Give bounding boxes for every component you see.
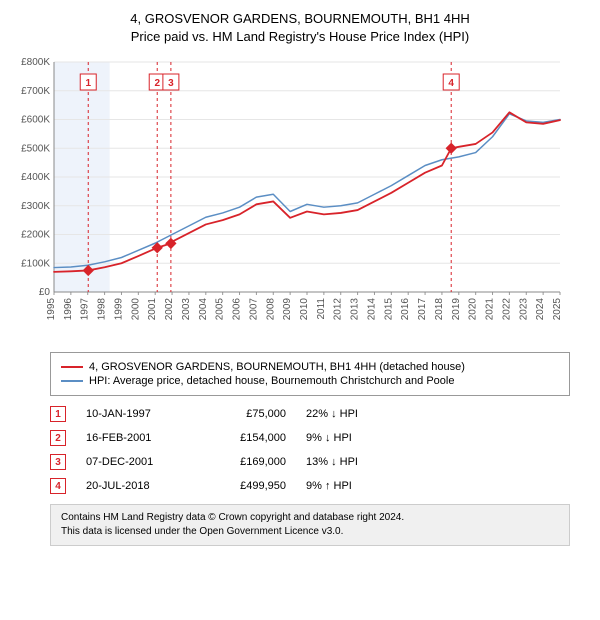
svg-text:2002: 2002 (164, 298, 175, 321)
sales-row: 1 10-JAN-1997 £75,000 22% ↓ HPI (50, 402, 570, 426)
svg-text:£100K: £100K (21, 259, 50, 270)
sales-row: 2 16-FEB-2001 £154,000 9% ↓ HPI (50, 426, 570, 450)
svg-text:£600K: £600K (21, 115, 50, 126)
svg-text:2010: 2010 (299, 298, 310, 321)
sale-price: £499,950 (206, 480, 286, 492)
svg-text:2007: 2007 (248, 298, 259, 321)
svg-text:1999: 1999 (113, 298, 124, 321)
legend: 4, GROSVENOR GARDENS, BOURNEMOUTH, BH1 4… (50, 352, 570, 396)
svg-text:2011: 2011 (316, 298, 327, 320)
svg-text:2001: 2001 (147, 298, 158, 321)
title-line1: 4, GROSVENOR GARDENS, BOURNEMOUTH, BH1 4… (10, 10, 590, 28)
price-chart: £0 £100K £200K £300K £400K £500K £600K £700K £80… (10, 54, 570, 344)
svg-text:4: 4 (448, 78, 454, 89)
svg-text:£800K: £800K (21, 57, 50, 68)
sale-price: £154,000 (206, 432, 286, 444)
svg-text:2023: 2023 (518, 298, 529, 321)
sales-row: 4 20-JUL-2018 £499,950 9% ↑ HPI (50, 474, 570, 498)
sale-diff: 13% ↓ HPI (306, 456, 396, 468)
sale-date: 07-DEC-2001 (86, 456, 186, 468)
svg-text:£300K: £300K (21, 201, 50, 212)
sale-date: 20-JUL-2018 (86, 480, 186, 492)
svg-text:1998: 1998 (97, 298, 108, 321)
legend-row-property: 4, GROSVENOR GARDENS, BOURNEMOUTH, BH1 4… (61, 361, 559, 373)
svg-text:2005: 2005 (215, 298, 226, 321)
sale-marker-box: 4 (50, 478, 66, 494)
svg-text:2021: 2021 (485, 298, 496, 321)
svg-text:2006: 2006 (232, 298, 243, 321)
chart-container: £0 £100K £200K £300K £400K £500K £600K £700K £80… (10, 54, 590, 344)
footer-line1: Contains HM Land Registry data © Crown c… (61, 511, 559, 525)
svg-text:2020: 2020 (468, 298, 479, 321)
sale-diff: 9% ↑ HPI (306, 480, 396, 492)
sale-diff: 22% ↓ HPI (306, 408, 396, 420)
title-line2: Price paid vs. HM Land Registry's House … (10, 28, 590, 46)
svg-text:1: 1 (85, 78, 91, 89)
svg-text:2022: 2022 (501, 298, 512, 321)
sale-marker-box: 2 (50, 430, 66, 446)
sale-date: 16-FEB-2001 (86, 432, 186, 444)
svg-text:2025: 2025 (552, 298, 563, 321)
svg-text:£200K: £200K (21, 230, 50, 241)
legend-label-hpi: HPI: Average price, detached house, Bour… (89, 375, 454, 387)
svg-text:2019: 2019 (451, 298, 462, 321)
footer-attribution: Contains HM Land Registry data © Crown c… (50, 504, 570, 546)
svg-text:2016: 2016 (400, 298, 411, 321)
svg-text:£400K: £400K (21, 172, 50, 183)
svg-text:1995: 1995 (46, 298, 57, 321)
svg-text:£700K: £700K (21, 86, 50, 97)
svg-text:2014: 2014 (366, 298, 377, 321)
svg-text:2013: 2013 (350, 298, 361, 321)
svg-text:2003: 2003 (181, 298, 192, 321)
svg-text:2017: 2017 (417, 298, 428, 321)
footer-line2: This data is licensed under the Open Gov… (61, 525, 559, 539)
sale-marker-box: 3 (50, 454, 66, 470)
svg-text:2009: 2009 (282, 298, 293, 321)
svg-text:2000: 2000 (130, 298, 141, 321)
legend-row-hpi: HPI: Average price, detached house, Bour… (61, 375, 559, 387)
svg-text:1997: 1997 (80, 298, 91, 321)
sale-marker-box: 1 (50, 406, 66, 422)
svg-text:2012: 2012 (333, 298, 344, 321)
legend-swatch-hpi (61, 380, 83, 382)
svg-text:£0: £0 (39, 287, 51, 298)
sales-row: 3 07-DEC-2001 £169,000 13% ↓ HPI (50, 450, 570, 474)
legend-swatch-property (61, 366, 83, 368)
sale-price: £169,000 (206, 456, 286, 468)
svg-text:2008: 2008 (265, 298, 276, 321)
chart-title-block: 4, GROSVENOR GARDENS, BOURNEMOUTH, BH1 4… (10, 10, 590, 46)
sale-price: £75,000 (206, 408, 286, 420)
legend-label-property: 4, GROSVENOR GARDENS, BOURNEMOUTH, BH1 4… (89, 361, 465, 373)
svg-text:2024: 2024 (535, 298, 546, 321)
svg-text:£500K: £500K (21, 144, 50, 155)
sale-diff: 9% ↓ HPI (306, 432, 396, 444)
sales-table: 1 10-JAN-1997 £75,000 22% ↓ HPI 2 16-FEB-2001… (50, 402, 570, 498)
svg-text:1996: 1996 (63, 298, 74, 321)
svg-text:2004: 2004 (198, 298, 209, 321)
sale-date: 10-JAN-1997 (86, 408, 186, 420)
svg-text:2: 2 (154, 78, 160, 89)
svg-text:2015: 2015 (383, 298, 394, 321)
svg-text:2018: 2018 (434, 298, 445, 321)
svg-text:3: 3 (168, 78, 174, 89)
